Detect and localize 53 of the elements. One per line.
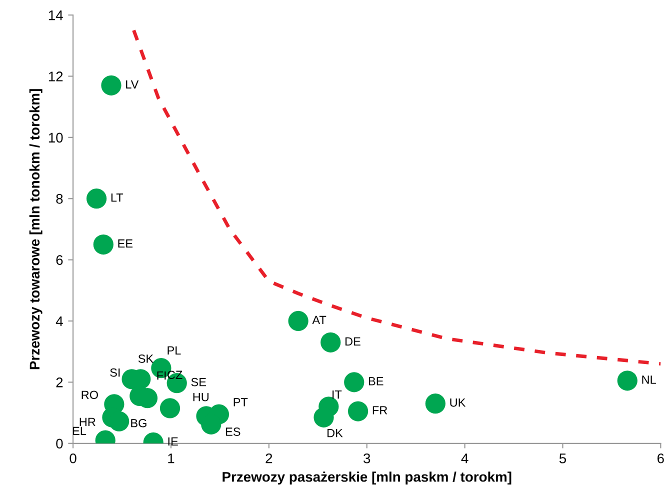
data-label: FR <box>372 406 388 414</box>
data-label: SE <box>191 378 206 386</box>
data-label: LT <box>111 194 124 202</box>
x-tick-label: 5 <box>559 454 566 464</box>
x-tick-label: 6 <box>658 453 664 464</box>
point <box>160 398 180 418</box>
y-tick-label: 4 <box>56 316 63 326</box>
point <box>617 370 638 391</box>
data-label: BE <box>368 377 384 386</box>
data-label: IE <box>168 437 178 446</box>
data-label: RO <box>82 390 98 400</box>
data-label: FI <box>157 371 166 380</box>
point <box>314 407 334 428</box>
data-label: UK <box>450 398 466 407</box>
data-label: DK <box>328 428 343 438</box>
point <box>86 188 107 209</box>
point <box>348 401 368 422</box>
data-label: DE <box>345 337 360 346</box>
point <box>288 310 308 332</box>
x-tick-label: 2 <box>266 453 272 464</box>
point <box>320 332 341 352</box>
point <box>93 234 114 255</box>
y-axis-title: Przewozy towarowe [mln tonokm / torokm] <box>29 89 42 370</box>
point <box>425 394 446 414</box>
data-label: HR <box>80 418 96 426</box>
data-label: HU <box>193 393 208 402</box>
x-tick-label: 3 <box>364 453 370 464</box>
y-tick-label: 2 <box>56 378 63 388</box>
data-label: NL <box>642 376 656 384</box>
y-tick-label: 8 <box>56 194 63 204</box>
data-label: AT <box>312 316 326 324</box>
point <box>109 411 130 432</box>
data-label: BG <box>131 418 146 428</box>
data-label: EL <box>72 426 86 436</box>
data-label: IT <box>332 390 342 399</box>
y-tick-label: 0 <box>56 438 63 449</box>
data-label: SK <box>138 354 154 363</box>
data-label: PL <box>168 346 181 355</box>
x-axis-title: Przewozy pasażerskie [mln paskm / torokm] <box>222 472 512 485</box>
data-label: ES <box>226 428 240 436</box>
x-tick-label: 4 <box>461 454 468 464</box>
data-label: SI <box>110 368 120 377</box>
y-tick-label: 10 <box>48 132 63 143</box>
data-label: EE <box>118 239 133 248</box>
x-tick-label: 1 <box>168 454 174 464</box>
data-label: PT <box>234 398 248 406</box>
y-tick-label: 14 <box>48 10 63 20</box>
data-label: LV <box>126 80 139 88</box>
point <box>344 372 364 392</box>
y-tick-label: 12 <box>48 72 63 82</box>
x-tick-label: 0 <box>70 453 76 464</box>
point <box>101 75 122 96</box>
y-tick-label: 6 <box>56 255 63 265</box>
